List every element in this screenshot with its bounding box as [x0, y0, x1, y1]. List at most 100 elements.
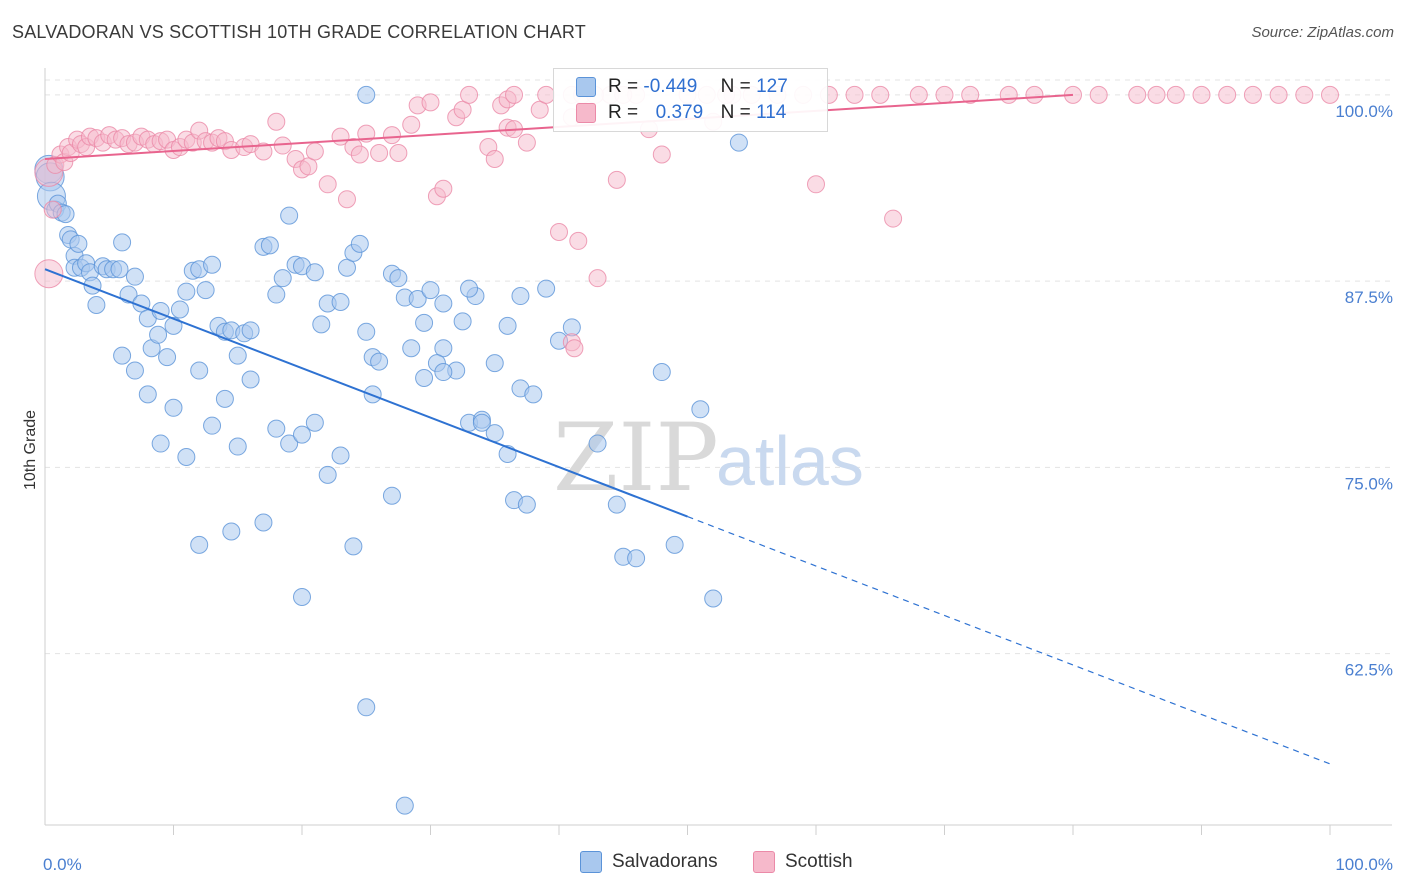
scottish-point — [1218, 85, 1237, 104]
salvadoran-point — [190, 535, 209, 554]
legend-r-value: -0.449 — [643, 76, 698, 97]
salvadoran-point — [305, 263, 324, 282]
salvadoran-point — [729, 133, 748, 152]
bottom-legend-swatch-pink — [753, 851, 775, 873]
scottish-point — [453, 100, 472, 119]
y-tick-label: 100.0% — [1335, 102, 1393, 121]
salvadoran-point — [164, 398, 183, 417]
salvadoran-point — [177, 282, 196, 301]
salvadoran-point — [331, 293, 350, 312]
scottish-point — [305, 142, 324, 161]
salvadoran-point — [588, 434, 607, 453]
salvadoran-point — [652, 363, 671, 382]
legend-row-scottish: R = 0.379 N = 114 — [576, 100, 786, 126]
y-tick-label: 87.5% — [1345, 288, 1393, 307]
scottish-point — [273, 136, 292, 155]
salvadoran-point — [164, 316, 183, 335]
scottish-point — [299, 157, 318, 176]
scottish-point — [517, 133, 536, 152]
scottish-point — [1269, 85, 1288, 104]
salvadoran-point — [293, 425, 311, 444]
legend-r-label: R = — [608, 102, 639, 123]
scottish-point — [999, 85, 1018, 104]
salvadoran-point — [241, 370, 260, 389]
salvadoran-point — [408, 290, 427, 309]
salvadoran-point — [87, 295, 106, 314]
scottish-point — [421, 93, 440, 112]
legend-n-value: 114 — [756, 102, 787, 123]
salvadoran-point — [485, 354, 504, 373]
salvadoran-point — [151, 434, 170, 453]
scottish-point — [337, 190, 356, 209]
salvadoran-point — [344, 537, 363, 556]
salvadoran-point — [293, 588, 311, 607]
salvadoran-point — [190, 361, 209, 380]
salvadoran-point — [357, 322, 376, 341]
salvadoran-point — [177, 447, 196, 466]
salvadoran-point — [517, 495, 536, 514]
watermark-zip: ZIP — [553, 404, 719, 513]
legend-row-salvadorans: R = -0.449 N = 127 — [576, 74, 788, 100]
salvadoran-point — [138, 385, 157, 404]
bottom-legend-swatch-blue — [580, 851, 602, 873]
stats-legend: R = -0.449 N = 127 R = 0.379 N = 114 — [553, 68, 828, 132]
salvadoran-point — [241, 321, 260, 340]
salvadoran-point — [196, 281, 215, 300]
salvadoran-point — [357, 85, 376, 104]
salvadoran-point — [382, 486, 401, 505]
scottish-point — [267, 112, 286, 131]
salvadoran-point — [215, 389, 234, 408]
chart-title: SALVADORAN VS SCOTTISH 10TH GRADE CORREL… — [12, 22, 586, 42]
scottish-point — [1243, 85, 1262, 104]
legend-n-label: N = — [720, 76, 751, 97]
salvadoran-point — [125, 267, 144, 286]
watermark: ZIP atlas — [553, 404, 864, 513]
scottish-point — [350, 145, 369, 164]
salvadorans-trend-line — [44, 268, 688, 518]
salvadoran-point — [318, 465, 337, 484]
bottom-legend-label: Salvadorans — [612, 851, 718, 872]
salvadoran-point — [267, 285, 286, 304]
scottish-point — [382, 126, 401, 145]
salvadorans-points — [34, 85, 748, 815]
salvadoran-point — [434, 363, 453, 382]
scottish-point — [961, 85, 980, 104]
y-tick-label: 62.5% — [1345, 661, 1393, 680]
scottish-point — [588, 269, 607, 288]
scottish-point — [485, 149, 504, 168]
salvadoran-point — [389, 269, 408, 288]
salvadoran-point — [350, 234, 369, 253]
scottish-point — [34, 259, 64, 289]
salvadoran-point — [498, 316, 517, 335]
scottish-point — [550, 222, 568, 241]
scottish-point — [884, 209, 903, 228]
legend-n-value: 127 — [756, 76, 788, 97]
salvadoran-point — [460, 279, 479, 298]
bottom-legend-salvadorans: Salvadorans — [580, 851, 718, 873]
salvadoran-point — [312, 315, 331, 334]
scottish-point — [1321, 85, 1339, 104]
salvadoran-point — [337, 258, 356, 277]
salvadoran-point — [665, 535, 684, 554]
scottish-point — [565, 339, 584, 358]
salvadoran-point — [113, 346, 132, 365]
salvadoran-point — [434, 294, 453, 313]
salvadoran-point — [453, 312, 472, 331]
salvadoran-point — [280, 434, 299, 453]
scottish-point — [1295, 85, 1314, 104]
salvadoran-point — [305, 413, 324, 432]
scottish-point — [845, 85, 864, 104]
salvadoran-point — [415, 369, 434, 387]
salvadoran-point — [280, 206, 299, 225]
scottish-point — [1166, 85, 1185, 104]
y-tick-label: 75.0% — [1345, 474, 1393, 493]
legend-swatch-blue — [576, 77, 596, 97]
salvadoran-point — [691, 400, 710, 419]
scottish-point — [505, 85, 524, 104]
legend-r-label: R = — [608, 76, 639, 97]
scottish-point — [1128, 85, 1147, 104]
salvadoran-point — [203, 416, 222, 435]
scottish-point — [935, 85, 954, 104]
salvadoran-point — [69, 234, 88, 253]
